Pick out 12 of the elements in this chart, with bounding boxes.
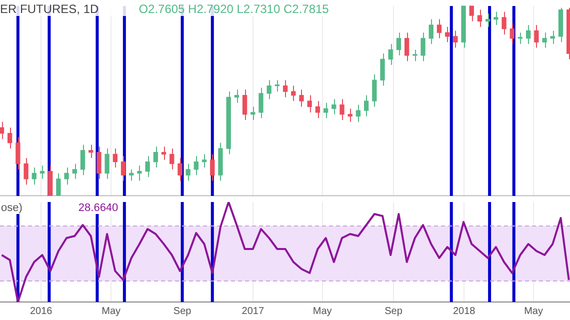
x-tick-label: Sep — [384, 306, 403, 317]
x-tick-label: May — [312, 306, 332, 317]
chart-subtitle: O2.7605 H2.7920 L2.7310 C2.7815 — [138, 2, 329, 16]
x-tick-label: 2017 — [242, 306, 264, 317]
x-tick-label: 2016 — [30, 306, 53, 317]
annotation: ose) — [0, 202, 24, 214]
x-tick-label: May — [102, 306, 121, 317]
x-tick-label: May — [524, 306, 543, 317]
annotation: 28.6640 — [77, 202, 120, 214]
x-tick-label: Sep — [173, 306, 192, 317]
chart-title: ER FUTURES, 1D — [0, 2, 99, 16]
x-tick-label: 2018 — [452, 306, 476, 317]
